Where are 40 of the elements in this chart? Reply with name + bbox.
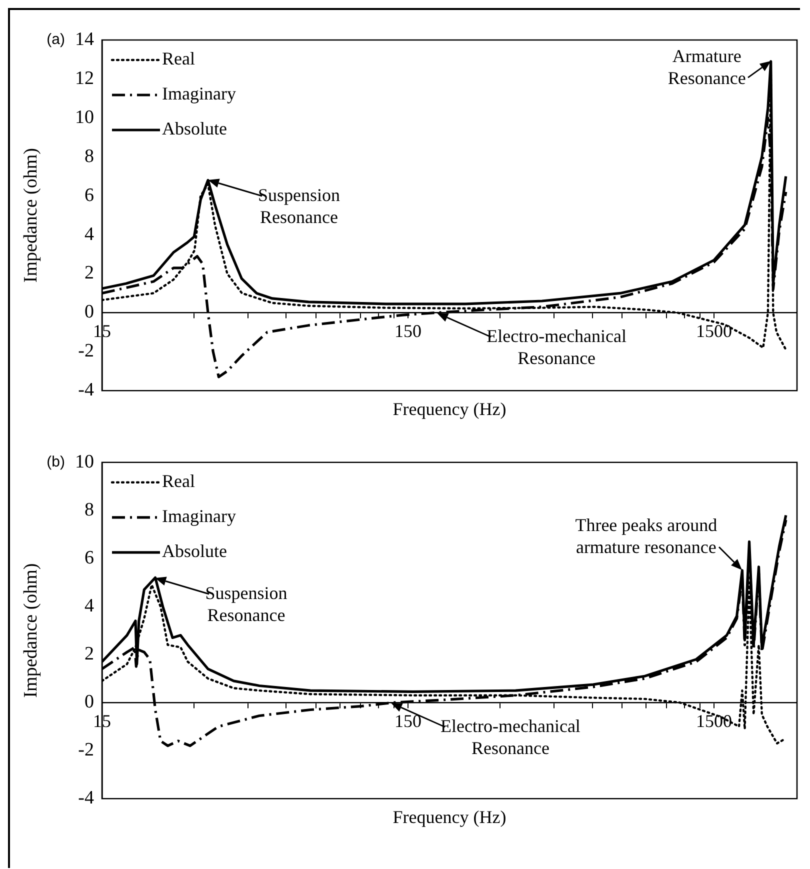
x-tick-label: 1500 [696, 711, 732, 732]
legend-label: Imaginary [162, 506, 236, 526]
y-tick-label: -2 [78, 340, 94, 362]
legend-label: Real [162, 48, 195, 69]
annotation: Electro-mechanical Resonance [440, 714, 580, 759]
y-tick-label: 4 [84, 595, 94, 616]
y-tick-label: 0 [84, 692, 94, 713]
y-tick-label: 6 [84, 184, 94, 206]
y-tick-label: 8 [84, 499, 94, 520]
annotation: Armature Resonance [668, 45, 746, 89]
legend-label: Absolute [162, 118, 228, 139]
y-tick-label: 12 [75, 68, 94, 89]
x-tick-label: 1500 [696, 321, 732, 342]
y-tick-label: 10 [75, 451, 94, 472]
y-tick-label: 0 [84, 302, 94, 323]
x-tick-label: 150 [394, 321, 422, 342]
y-axis-title: Impedance (ohm) [20, 148, 42, 283]
y-tick-label: -4 [78, 788, 94, 809]
y-tick-label: 8 [84, 146, 94, 167]
annotation: Suspension Resonance [258, 184, 340, 228]
x-axis-title: Frequency (Hz) [392, 398, 506, 420]
x-axis-title: Frequency (Hz) [392, 806, 506, 828]
y-tick-label: -4 [78, 380, 94, 401]
chart-title: (b) [46, 454, 65, 471]
y-tick-label: 2 [84, 644, 94, 664]
x-tick-label: 150 [394, 711, 422, 732]
y-tick-label: 10 [75, 106, 94, 128]
legend-label: Real [162, 471, 195, 492]
y-axis-title: Impedance (ohm) [20, 563, 42, 698]
y-tick-label: 14 [75, 28, 94, 50]
y-tick-label: 4 [84, 224, 94, 245]
legend-label: Imaginary [162, 84, 236, 104]
y-tick-label: 2 [84, 262, 94, 284]
y-tick-label: -2 [78, 740, 94, 761]
annotation: Suspension Resonance [205, 582, 288, 626]
chart-title: (a) [46, 31, 65, 48]
legend-label: Absolute [162, 541, 228, 562]
annotation: Three peaks around armature resonance [575, 514, 718, 558]
annotation: Electro-mechanical Resonance [486, 324, 627, 369]
y-tick-label: 6 [84, 547, 94, 568]
